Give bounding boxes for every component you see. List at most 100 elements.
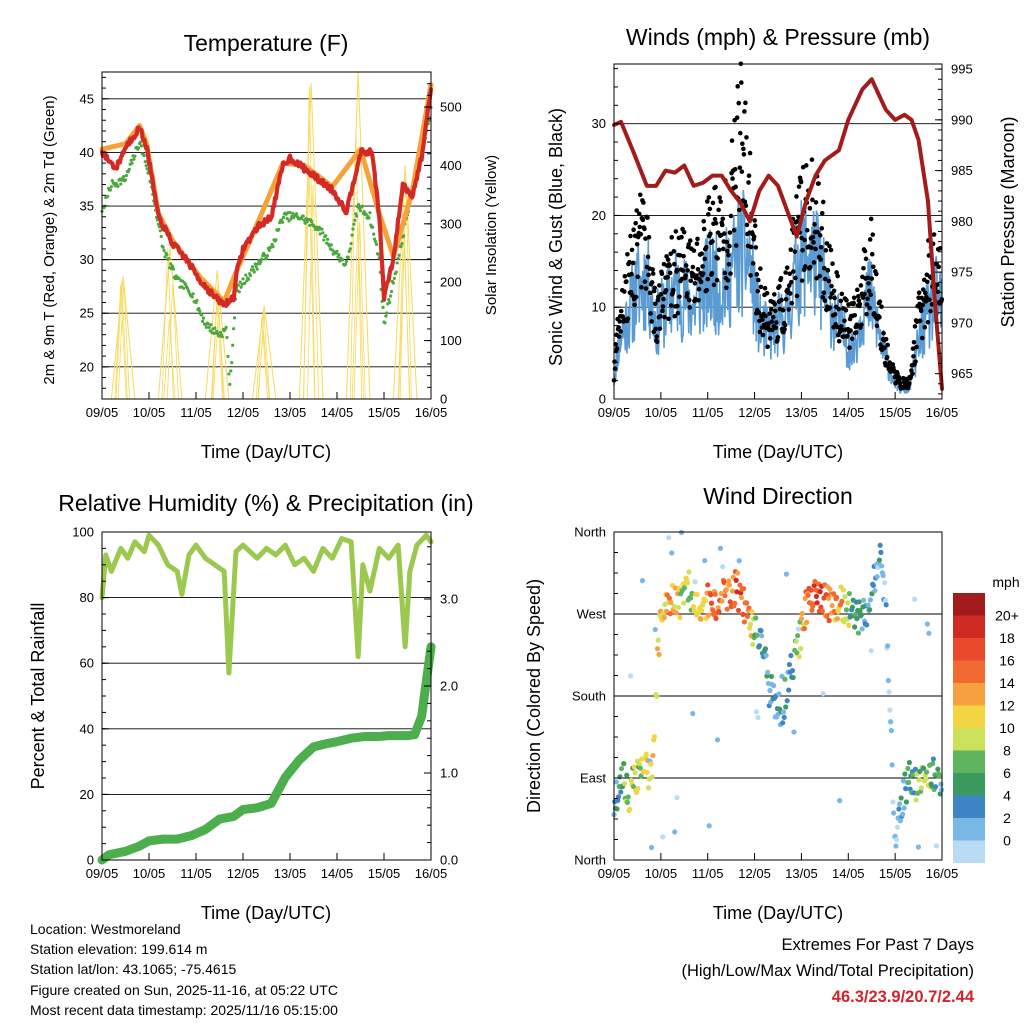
wind-direction-point: [781, 714, 787, 720]
gust-point: [736, 100, 742, 106]
gust-point: [742, 199, 748, 205]
dewpoint-point: [351, 227, 355, 231]
winds-left-ytick-label: 10: [592, 300, 606, 315]
gust-point: [756, 310, 762, 315]
dewpoint-point: [318, 232, 322, 236]
gust-point: [782, 326, 787, 332]
wind-direction-point: [740, 611, 746, 617]
wind-direction-point: [643, 751, 649, 757]
wind-direction-point: [789, 667, 796, 674]
dewpoint-point: [321, 231, 325, 235]
wind-direction-point: [780, 720, 786, 726]
wind-direction-point: [673, 610, 679, 616]
wind-direction-point: [831, 608, 838, 614]
gust-point: [622, 273, 628, 279]
gust-point: [628, 233, 633, 239]
solar-insolation-peak: [257, 329, 270, 400]
gust-point: [737, 130, 743, 136]
wind-direction-point: [733, 577, 739, 583]
wind-direction-point: [856, 599, 862, 605]
solar-insolation-peak: [306, 184, 320, 400]
wind-direction-point: [705, 612, 712, 618]
wind-direction-point: [798, 646, 804, 652]
humidity-xtick-label: 09/05: [86, 866, 119, 881]
wind-direction-point: [758, 628, 764, 634]
dewpoint-point: [341, 258, 345, 262]
wind-direction-point: [843, 607, 850, 613]
gust-point: [843, 307, 849, 313]
wind-direction-point: [901, 805, 907, 811]
dewpoint-point: [229, 369, 233, 373]
gust-point: [752, 218, 758, 223]
wind-direction-point: [903, 799, 909, 805]
dewpoint-point: [387, 298, 391, 302]
gust-point: [714, 277, 720, 283]
wind-direction-point: [903, 786, 909, 792]
gust-point: [660, 304, 666, 309]
wind-direction-point: [729, 588, 736, 594]
direction-left-ytick-label: West: [577, 607, 607, 622]
gust-point: [618, 329, 624, 334]
gust-point: [934, 282, 940, 288]
dewpoint-point: [376, 252, 380, 256]
wind-direction-point: [666, 535, 672, 541]
gust-point: [667, 263, 672, 268]
humidity-ylabel-left: Percent & Total Rainfall: [28, 603, 48, 790]
temperature-xtick-label: 13/05: [274, 405, 307, 420]
dewpoint-point: [177, 277, 181, 281]
gust-point: [748, 244, 754, 250]
gust-point: [751, 234, 757, 240]
wind-direction-point: [804, 619, 810, 625]
wind-direction-point: [811, 582, 817, 589]
wind-direction-point: [694, 591, 700, 598]
wind-direction-point: [627, 806, 633, 812]
dewpoint-point: [138, 140, 143, 144]
legend-swatch: [953, 593, 985, 616]
gust-point: [756, 277, 761, 283]
dewpoint-point: [224, 325, 228, 330]
dewpoint-point: [294, 212, 299, 216]
relative-humidity-line: [99, 532, 434, 676]
wind-direction-point: [661, 614, 667, 621]
gust-point: [879, 304, 884, 309]
dewpoint-point: [124, 173, 129, 178]
wind-direction-point: [846, 622, 852, 628]
dewpoint-point: [231, 343, 235, 347]
wind-direction-point: [631, 764, 637, 770]
wind-direction-point: [935, 766, 941, 772]
dewpoint-point: [156, 222, 160, 226]
dewpoint-point: [144, 164, 148, 168]
solar-insolation-peak: [166, 282, 179, 400]
wind-direction-point: [801, 625, 808, 632]
wind-direction-point: [624, 799, 631, 805]
wind-direction-point: [882, 580, 888, 586]
gust-point: [706, 195, 712, 200]
wind-direction-point: [814, 600, 820, 606]
gust-point: [654, 334, 660, 339]
dewpoint-point: [122, 175, 126, 179]
temperature-right-ytick-label: 100: [440, 333, 462, 348]
gust-point: [802, 237, 808, 243]
gust-point: [783, 296, 789, 302]
gust-point: [874, 323, 880, 329]
data-timestamp: Most recent data timestamp: 2025/11/16 0…: [30, 1001, 338, 1018]
dewpoint-point: [116, 184, 120, 188]
dewpoint-point: [267, 248, 271, 252]
humidity-xtick-label: 14/05: [321, 866, 354, 881]
humidity-xtick-label: 12/05: [227, 866, 260, 881]
wind-direction-point: [888, 719, 894, 725]
wind-direction-point: [796, 654, 802, 660]
gust-point: [924, 294, 929, 300]
gust-point: [643, 236, 648, 241]
gust-point: [744, 135, 749, 140]
gust-point: [825, 268, 831, 273]
gust-point: [748, 273, 753, 278]
temperature-series: [99, 71, 434, 400]
gust-point: [683, 263, 689, 268]
winds-xtick-label: 14/05: [832, 405, 865, 420]
gust-point: [774, 320, 779, 325]
gust-point: [668, 303, 674, 308]
gust-point: [632, 302, 637, 308]
gust-point: [629, 247, 635, 253]
